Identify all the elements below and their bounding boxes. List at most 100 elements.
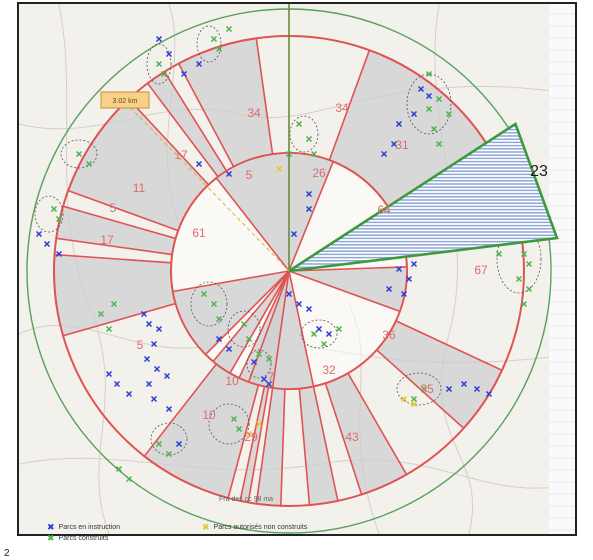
farm-marker [155, 440, 163, 448]
legend-constructed-label: Parcs construits [58, 535, 109, 542]
farm-marker [525, 285, 533, 293]
farm-marker [265, 380, 273, 388]
farm-marker [285, 290, 293, 298]
farm-marker [390, 140, 398, 148]
distance-tag-box [100, 91, 150, 109]
sector-label-35: 35 [420, 382, 434, 396]
farm-marker [200, 290, 208, 298]
farm-marker [410, 260, 418, 268]
farm-marker [145, 380, 153, 388]
wind-farm-map: 3.02 km Fra des cc 98 ma 34 34 31 23 17 11 5 17… [19, 4, 575, 534]
farm-marker [235, 425, 243, 433]
farm-marker [153, 365, 161, 373]
farm-marker [150, 340, 158, 348]
farm-marker [165, 50, 173, 58]
map-credit: Fra des cc 98 ma [219, 496, 273, 503]
farm-marker [295, 120, 303, 128]
sector-label-31: 31 [395, 138, 409, 152]
farm-marker [395, 265, 403, 273]
farm-marker [485, 390, 493, 398]
farm-marker [295, 300, 303, 308]
farm-marker [140, 310, 148, 318]
farm-marker [395, 120, 403, 128]
farm-marker [473, 385, 481, 393]
cluster-outline-1 [196, 25, 222, 63]
sector-label-26: 26 [312, 166, 326, 180]
farm-marker [420, 385, 428, 393]
farm-marker [240, 320, 248, 328]
farm-marker [400, 395, 408, 403]
farm-marker [425, 92, 433, 100]
farm-marker [260, 375, 268, 383]
sector-label-32: 32 [322, 363, 336, 377]
farm-marker [215, 315, 223, 323]
sector-label-5: 5 [110, 201, 117, 215]
farm-marker [265, 355, 273, 363]
farm-marker [255, 350, 263, 358]
farm-marker [430, 125, 438, 133]
sector-label-61: 61 [192, 226, 206, 240]
cluster-outline-5 [190, 281, 228, 327]
sector-label-23: 23 [530, 163, 548, 180]
farm-marker [35, 230, 43, 238]
map-legend: ✖ Parcs en instruction ✖ Parcs construit… [17, 520, 577, 558]
farm-marker [255, 420, 263, 428]
farm-marker [97, 310, 105, 318]
sector-label-7: 7 [268, 370, 275, 384]
legend-authorized-marker: ✖ [202, 522, 210, 532]
farm-marker [445, 110, 453, 118]
side-band [549, 4, 575, 534]
farm-marker [290, 230, 298, 238]
farm-marker [335, 325, 343, 333]
farm-marker [215, 335, 223, 343]
farm-marker [50, 205, 58, 213]
farm-marker [325, 330, 333, 338]
cluster-outline-9 [208, 403, 250, 445]
inner-sector-3 [212, 270, 290, 375]
farm-marker [520, 300, 528, 308]
sector-label-34: 34 [247, 106, 261, 120]
farm-markers [35, 25, 533, 483]
farm-marker [245, 335, 253, 343]
farm-marker [125, 475, 133, 483]
highlight-outline [288, 121, 559, 273]
inner-sector-0 [215, 152, 335, 273]
cluster-outline-6 [227, 310, 261, 348]
farm-marker [195, 160, 203, 168]
farm-marker [410, 395, 418, 403]
farm-marker [113, 380, 121, 388]
side-band-lines [549, 13, 575, 531]
sector-label-29: 29 [244, 430, 258, 444]
farm-marker [210, 35, 218, 43]
farm-marker [85, 160, 93, 168]
farm-marker [110, 300, 118, 308]
sector-label-36: 36 [382, 328, 396, 342]
farm-marker [245, 430, 253, 438]
farm-marker [195, 60, 203, 68]
sector-label-10: 10 [225, 374, 239, 388]
farm-marker [215, 45, 223, 53]
legend-authorized-label: Parcs autorisés non construits [213, 524, 308, 531]
sector-label-64: 64 [377, 203, 391, 217]
farm-marker [75, 150, 83, 158]
farm-marker [495, 250, 503, 258]
sector-label-5: 5 [137, 338, 144, 352]
farm-marker [305, 135, 313, 143]
distance-tag: 3.02 km [113, 98, 138, 105]
map-frame: 3.02 km Fra des cc 98 ma 34 34 31 23 17 11 5 17… [17, 2, 577, 536]
farm-marker [155, 60, 163, 68]
sector-label-10: 10 [202, 408, 216, 422]
dashed-radial [126, 103, 290, 272]
farm-marker [250, 358, 258, 366]
sector-fills [53, 37, 511, 507]
farm-marker [275, 165, 283, 173]
farm-marker [175, 440, 183, 448]
legend-instruction: ✖ Parcs en instruction [47, 523, 120, 532]
sector-label-67: 67 [474, 263, 488, 277]
page-marker: 2 [4, 548, 10, 559]
farm-marker [410, 110, 418, 118]
cluster-outline-2 [146, 43, 172, 85]
farm-marker [405, 275, 413, 283]
farm-marker [225, 25, 233, 33]
sector-label-34: 34 [335, 101, 349, 115]
